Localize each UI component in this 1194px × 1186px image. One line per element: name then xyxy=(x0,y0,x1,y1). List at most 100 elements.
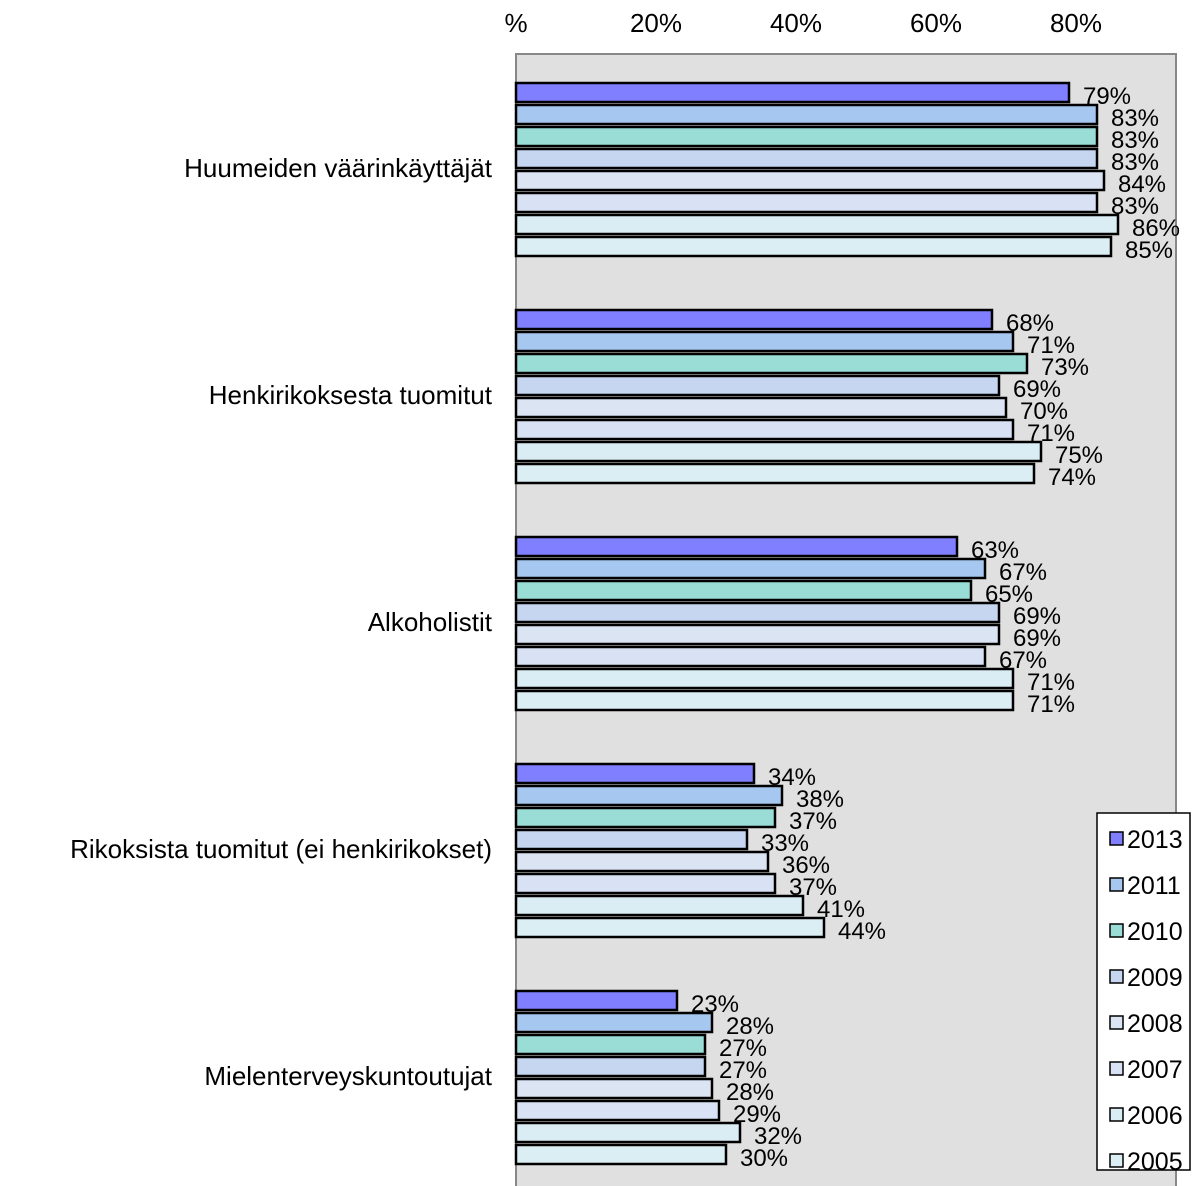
data-label-henkirikoksesta-tuomitut-2005: 74% xyxy=(1048,464,1096,491)
bars xyxy=(514,81,1120,1166)
category-labels: Huumeiden väärinkäyttäjät Henkirikoksesta… xyxy=(70,153,493,1091)
bar-huumeiden-vaarinkayttajat-2009 xyxy=(514,147,1099,170)
data-label-mielenterveyskuntoutujat-2010: 27% xyxy=(719,1035,767,1062)
data-label-huumeiden-vaarinkayttajat-2010: 83% xyxy=(1111,127,1159,154)
legend: 2013 2011 2010 2009 2008 2007 2006 2005 xyxy=(1096,812,1191,1176)
data-label-huumeiden-vaarinkayttajat-2008: 84% xyxy=(1118,171,1166,198)
bar-huumeiden-vaarinkayttajat-2005 xyxy=(514,235,1113,258)
bar-mielenterveyskuntoutujat-2008 xyxy=(514,1077,714,1100)
bar-mielenterveyskuntoutujat-2006 xyxy=(514,1121,742,1144)
bar-alkoholistit-2008 xyxy=(514,623,1001,646)
data-label-alkoholistit-2009: 69% xyxy=(1013,603,1061,630)
bar-henkirikoksesta-tuomitut-2009 xyxy=(514,374,1001,397)
data-label-huumeiden-vaarinkayttajat-2011: 83% xyxy=(1111,105,1159,132)
bar-mielenterveyskuntoutujat-2009 xyxy=(514,1055,707,1078)
data-label-huumeiden-vaarinkayttajat-2009: 83% xyxy=(1111,149,1159,176)
legend-swatch-2008 xyxy=(1109,1015,1124,1030)
legend-label-2009: 2009 xyxy=(1127,964,1183,992)
data-label-mielenterveyskuntoutujat-2011: 28% xyxy=(726,1013,774,1040)
bar-alkoholistit-2007 xyxy=(514,645,987,668)
category-label-rikoksista-tuomitut-ei-henkirikokset: Rikoksista tuomitut (ei henkirikokset) xyxy=(70,834,492,864)
data-label-mielenterveyskuntoutujat-2009: 27% xyxy=(719,1057,767,1084)
data-label-henkirikoksesta-tuomitut-2006: 75% xyxy=(1055,442,1103,469)
data-label-henkirikoksesta-tuomitut-2011: 71% xyxy=(1027,332,1075,359)
data-label-alkoholistit-2013: 63% xyxy=(971,537,1019,564)
category-label-mielenterveyskuntoutujat: Mielenterveyskuntoutujat xyxy=(204,1061,492,1091)
bar-mielenterveyskuntoutujat-2007 xyxy=(514,1099,721,1122)
bar-henkirikoksesta-tuomitut-2010 xyxy=(514,352,1029,375)
bar-rikoksista-tuomitut-ei-henkirikokset-2008 xyxy=(514,850,770,873)
legend-swatch-2006 xyxy=(1109,1107,1124,1122)
bar-rikoksista-tuomitut-ei-henkirikokset-2005 xyxy=(514,916,826,939)
legend-label-2011: 2011 xyxy=(1127,872,1181,900)
data-label-mielenterveyskuntoutujat-2013: 23% xyxy=(691,991,739,1018)
bar-henkirikoksesta-tuomitut-2013 xyxy=(514,308,994,331)
data-label-rikoksista-tuomitut-ei-henkirikokset-2005: 44% xyxy=(838,918,886,945)
data-label-henkirikoksesta-tuomitut-2010: 73% xyxy=(1041,354,1089,381)
data-label-mielenterveyskuntoutujat-2007: 29% xyxy=(733,1101,781,1128)
data-label-mielenterveyskuntoutujat-2008: 28% xyxy=(726,1079,774,1106)
bar-alkoholistit-2011 xyxy=(514,557,987,580)
bar-rikoksista-tuomitut-ei-henkirikokset-2013 xyxy=(514,762,756,785)
bar-huumeiden-vaarinkayttajat-2010 xyxy=(514,125,1099,148)
data-label-alkoholistit-2011: 67% xyxy=(999,559,1047,586)
data-label-alkoholistit-2010: 65% xyxy=(985,581,1033,608)
bar-henkirikoksesta-tuomitut-2008 xyxy=(514,396,1008,419)
data-label-alkoholistit-2005: 71% xyxy=(1027,691,1075,718)
bar-henkirikoksesta-tuomitut-2007 xyxy=(514,418,1015,441)
data-label-rikoksista-tuomitut-ei-henkirikokset-2011: 38% xyxy=(796,786,844,813)
bar-mielenterveyskuntoutujat-2010 xyxy=(514,1033,707,1056)
data-labels: 79%83%83%83%84%83%86%85%68%71%73%69%70%7… xyxy=(691,83,1180,1172)
data-label-henkirikoksesta-tuomitut-2007: 71% xyxy=(1027,420,1075,447)
data-label-alkoholistit-2008: 69% xyxy=(1013,625,1061,652)
x-tick-label: 80% xyxy=(1050,8,1102,38)
data-label-henkirikoksesta-tuomitut-2013: 68% xyxy=(1006,310,1054,337)
data-label-mielenterveyskuntoutujat-2005: 30% xyxy=(740,1145,788,1172)
data-label-huumeiden-vaarinkayttajat-2007: 83% xyxy=(1111,193,1159,220)
bar-rikoksista-tuomitut-ei-henkirikokset-2006 xyxy=(514,894,805,917)
data-label-alkoholistit-2006: 71% xyxy=(1027,669,1075,696)
x-tick-label: % xyxy=(504,8,527,38)
data-label-rikoksista-tuomitut-ei-henkirikokset-2013: 34% xyxy=(768,764,816,791)
category-label-huumeiden-vaarinkayttajat: Huumeiden väärinkäyttäjät xyxy=(184,153,493,183)
bar-huumeiden-vaarinkayttajat-2011 xyxy=(514,103,1099,126)
bar-huumeiden-vaarinkayttajat-2006 xyxy=(514,213,1120,236)
legend-label-2010: 2010 xyxy=(1127,918,1183,946)
bar-mielenterveyskuntoutujat-2013 xyxy=(514,989,679,1012)
data-label-huumeiden-vaarinkayttajat-2005: 85% xyxy=(1125,237,1173,264)
data-label-henkirikoksesta-tuomitut-2008: 70% xyxy=(1020,398,1068,425)
legend-swatch-2005 xyxy=(1109,1153,1124,1168)
legend-label-2008: 2008 xyxy=(1127,1010,1183,1038)
legend-label-2006: 2006 xyxy=(1127,1102,1183,1130)
data-label-mielenterveyskuntoutujat-2006: 32% xyxy=(754,1123,802,1150)
x-tick-label: 40% xyxy=(770,8,822,38)
bar-huumeiden-vaarinkayttajat-2007 xyxy=(514,191,1099,214)
data-label-rikoksista-tuomitut-ei-henkirikokset-2009: 33% xyxy=(761,830,809,857)
x-tick-label: 60% xyxy=(910,8,962,38)
data-label-rikoksista-tuomitut-ei-henkirikokset-2008: 36% xyxy=(782,852,830,879)
bar-huumeiden-vaarinkayttajat-2013 xyxy=(514,81,1071,104)
bar-henkirikoksesta-tuomitut-2005 xyxy=(514,462,1036,485)
bar-alkoholistit-2006 xyxy=(514,667,1015,690)
bar-rikoksista-tuomitut-ei-henkirikokset-2009 xyxy=(514,828,749,851)
data-label-rikoksista-tuomitut-ei-henkirikokset-2006: 41% xyxy=(817,896,865,923)
bar-rikoksista-tuomitut-ei-henkirikokset-2007 xyxy=(514,872,777,895)
legend-swatch-2011 xyxy=(1109,877,1124,892)
legend-label-2005: 2005 xyxy=(1127,1148,1183,1176)
bar-alkoholistit-2010 xyxy=(514,579,973,602)
data-label-rikoksista-tuomitut-ei-henkirikokset-2010: 37% xyxy=(789,808,837,835)
bar-mielenterveyskuntoutujat-2011 xyxy=(514,1011,714,1034)
bar-henkirikoksesta-tuomitut-2011 xyxy=(514,330,1015,353)
data-label-alkoholistit-2007: 67% xyxy=(999,647,1047,674)
x-tick-label: 20% xyxy=(630,8,682,38)
category-label-henkirikoksesta-tuomitut: Henkirikoksesta tuomitut xyxy=(209,380,493,410)
legend-swatch-2010 xyxy=(1109,923,1124,938)
bar-huumeiden-vaarinkayttajat-2008 xyxy=(514,169,1106,192)
bar-alkoholistit-2013 xyxy=(514,535,959,558)
bar-alkoholistit-2005 xyxy=(514,689,1015,712)
bar-alkoholistit-2009 xyxy=(514,601,1001,624)
data-label-henkirikoksesta-tuomitut-2009: 69% xyxy=(1013,376,1061,403)
legend-swatch-2013 xyxy=(1109,831,1124,846)
bar-mielenterveyskuntoutujat-2005 xyxy=(514,1143,728,1166)
